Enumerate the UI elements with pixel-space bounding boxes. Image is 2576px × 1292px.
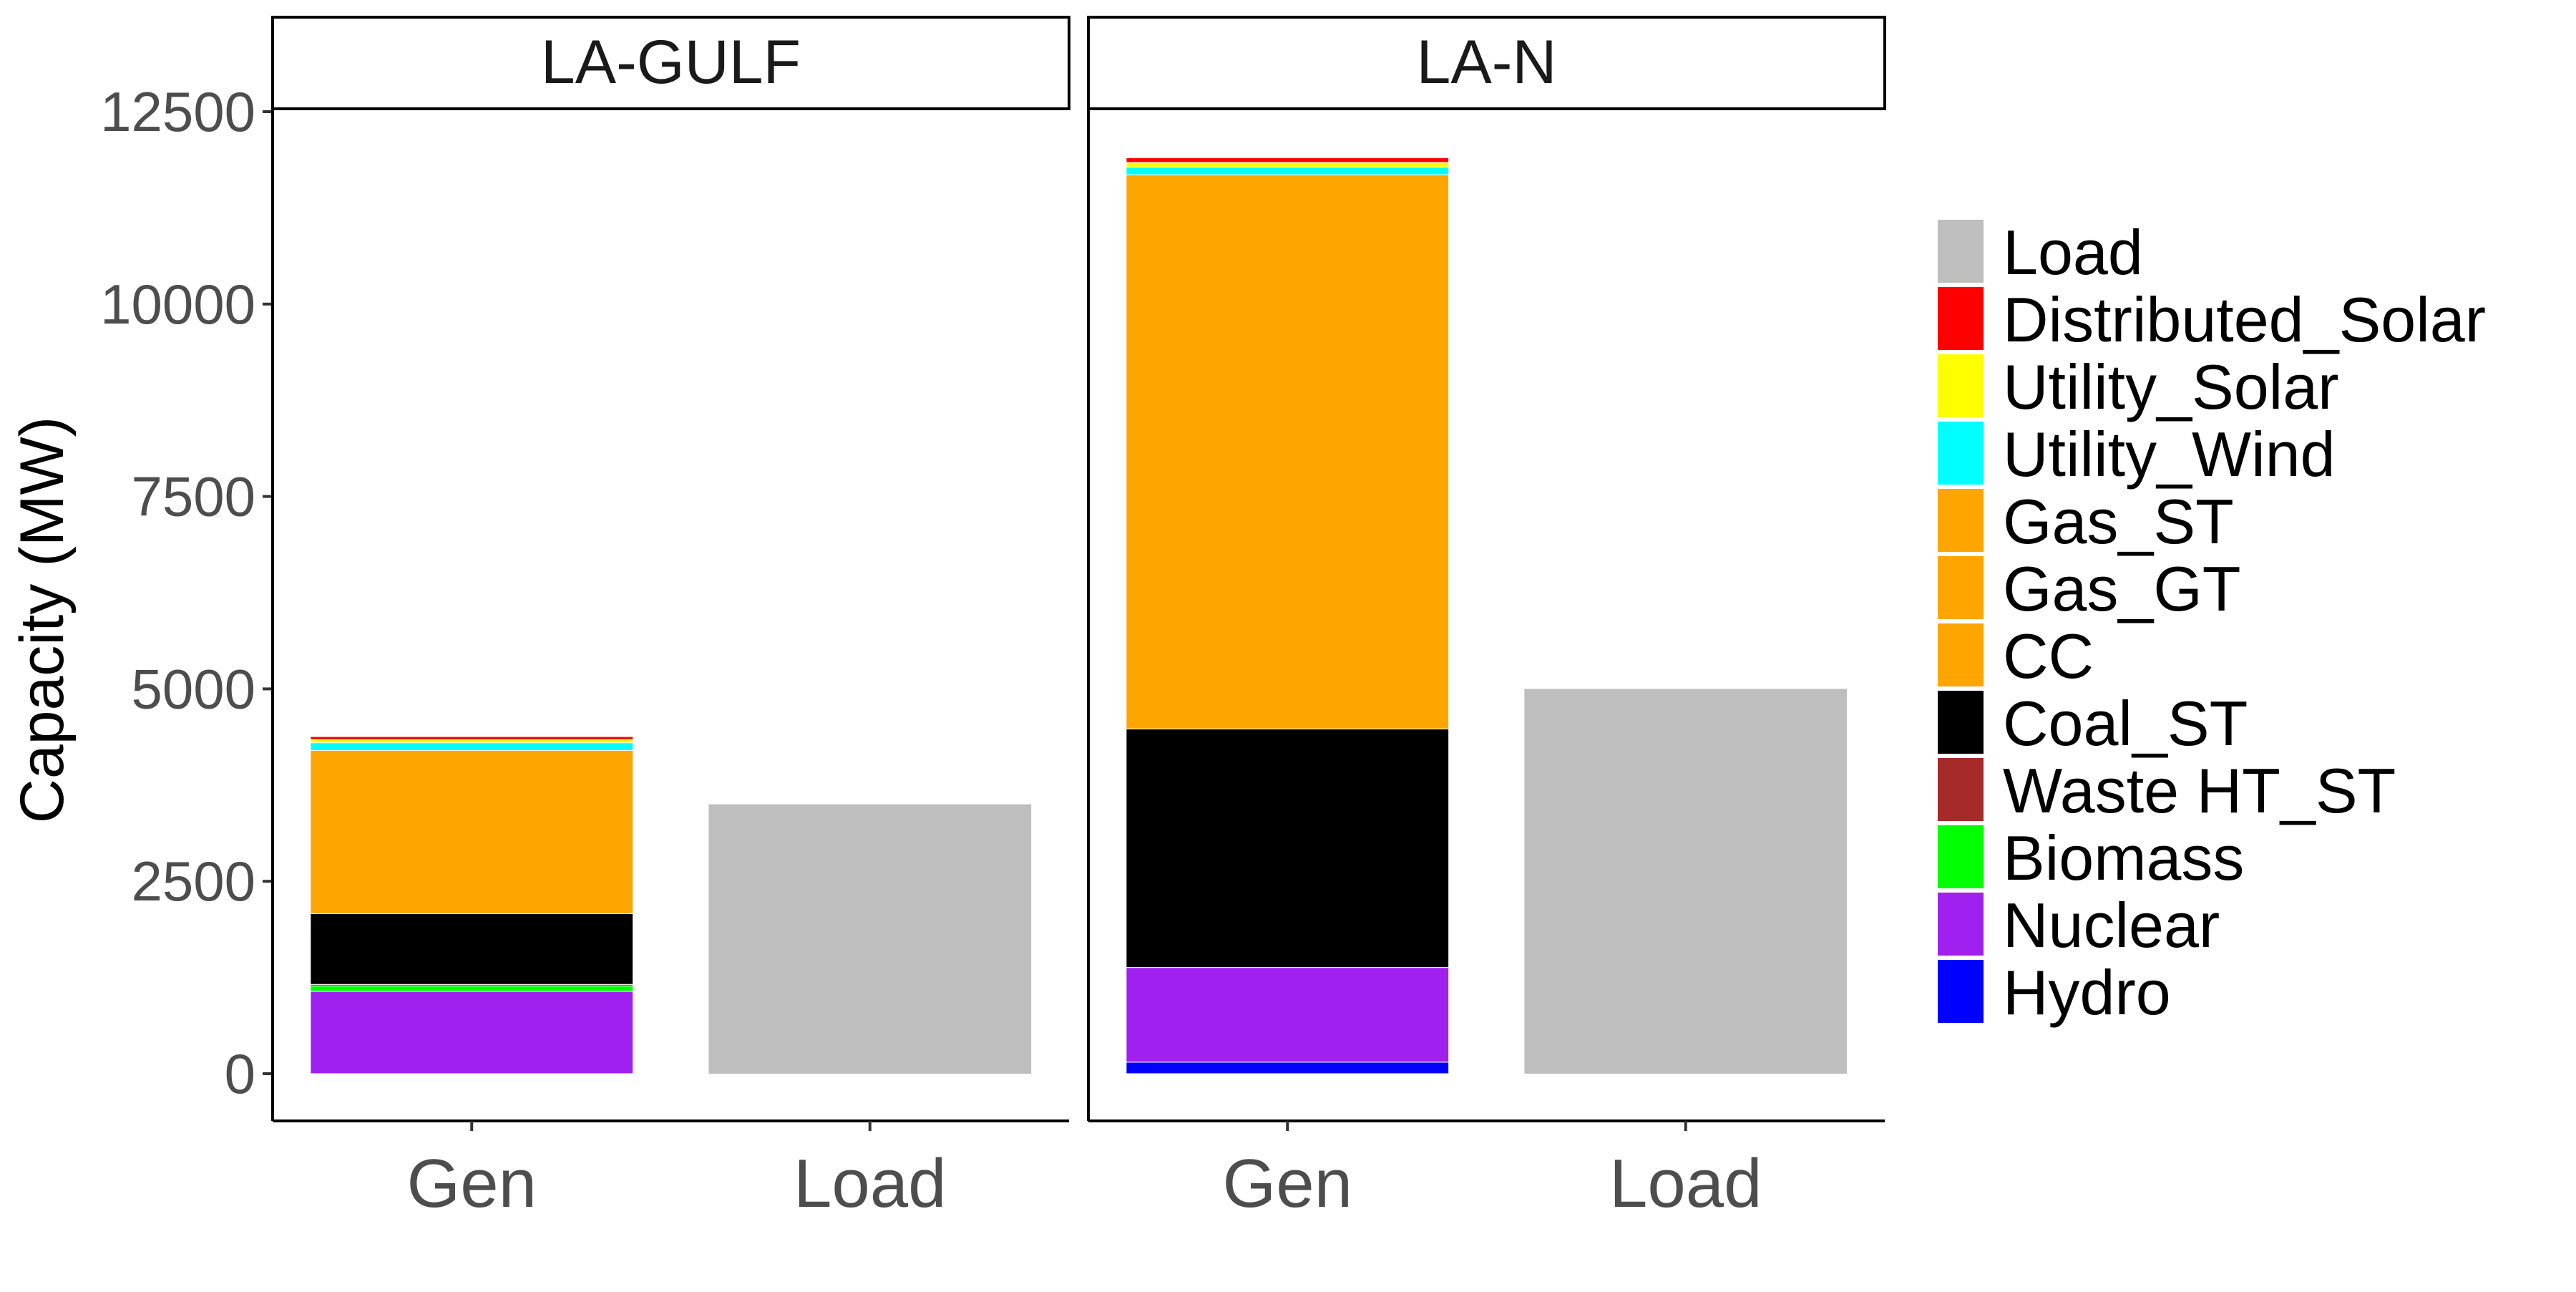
bar-segment-la-n-gen-utility-wind: [1126, 166, 1450, 175]
legend-label: Load: [2003, 217, 2143, 288]
bar-segment-la-gulf-gen-utility-solar: [310, 739, 634, 744]
bar-segment-la-n-gen-hydro: [1126, 1062, 1450, 1074]
bar-segment-la-gulf-gen-biomass: [310, 985, 634, 992]
legend-label: Utility_Solar: [2003, 351, 2338, 422]
y-axis-label: Capacity (MW): [8, 417, 77, 824]
bar-segment-la-gulf-load-load: [708, 804, 1032, 1074]
legend-key-coal-st: [1936, 689, 1985, 755]
legend-key-cc: [1936, 622, 1985, 688]
x-tick-label: Load: [794, 1145, 947, 1222]
y-tick-label: 2500: [131, 850, 255, 913]
x-tick-label: Gen: [1223, 1145, 1352, 1222]
y-tick-label: 7500: [131, 465, 255, 528]
legend-key-distributed-solar: [1936, 286, 1985, 351]
bar-segment-la-n-load-load: [1524, 689, 1848, 1074]
legend-key-nuclear: [1936, 891, 1985, 957]
bar-segment-la-gulf-gen-coal-st: [310, 913, 634, 985]
legend-label: Nuclear: [2003, 890, 2220, 961]
legend-key-hydro: [1936, 958, 1985, 1024]
x-tick-label: Gen: [407, 1145, 537, 1222]
y-tick-label: 10000: [100, 273, 255, 336]
legend-label: Gas_GT: [2003, 553, 2241, 624]
legend-key-waste-ht-st: [1936, 757, 1985, 822]
y-tick-label: 12500: [100, 80, 255, 143]
legend-label: Hydro: [2003, 957, 2171, 1028]
bar-segment-la-n-gen-distributed-solar: [1126, 157, 1450, 163]
legend-key-gas-st: [1936, 487, 1985, 553]
bar-segment-la-n-gen-coal-st: [1126, 728, 1450, 968]
bar-segment-la-n-gen-cc: [1126, 174, 1450, 729]
facet-title: LA-N: [1417, 28, 1557, 97]
y-tick-label: 5000: [131, 657, 255, 720]
bar-segment-la-gulf-gen-utility-wind: [310, 742, 634, 751]
legend-label: Distributed_Solar: [2003, 284, 2486, 355]
legend-key-biomass: [1936, 824, 1985, 890]
bar-segment-la-n-gen-utility-solar: [1126, 162, 1450, 167]
x-tick-label: Load: [1609, 1145, 1762, 1222]
legend-key-utility-wind: [1936, 420, 1985, 486]
legend-label: Biomass: [2003, 822, 2244, 893]
bar-segment-la-n-gen-nuclear: [1126, 967, 1450, 1063]
facet-strip-la-n: [1087, 16, 1886, 110]
bar-segment-la-gulf-gen-cc: [310, 749, 634, 914]
facet-strip-la-gulf: [271, 16, 1070, 110]
legend-key-gas-gt: [1936, 555, 1985, 621]
bar-segment-la-gulf-gen-distributed-solar: [310, 736, 634, 740]
legend-label: Gas_ST: [2003, 486, 2234, 557]
y-tick-label: 0: [225, 1042, 255, 1105]
legend-key-load: [1936, 218, 1985, 284]
legend-label: Coal_ST: [2003, 688, 2248, 759]
legend-label: Waste HT_ST: [2003, 755, 2396, 826]
bar-segment-la-gulf-gen-nuclear: [310, 991, 634, 1074]
facet-title: LA-GULF: [541, 28, 801, 97]
legend-label: CC: [2003, 621, 2094, 691]
legend-label: Utility_Wind: [2003, 419, 2336, 490]
legend-key-utility-solar: [1936, 353, 1985, 419]
